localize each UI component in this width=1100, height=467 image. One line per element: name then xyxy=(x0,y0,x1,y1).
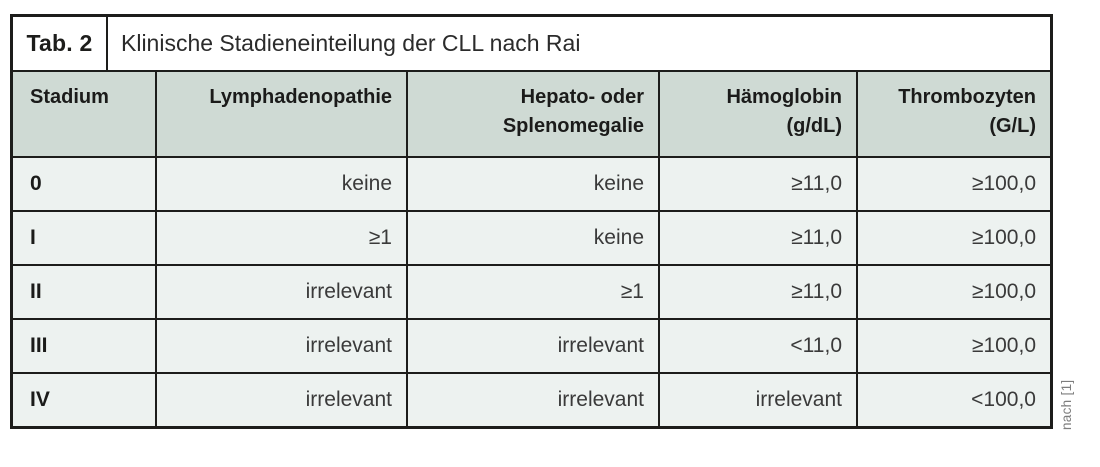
rai-staging-table: Tab. 2 Klinische Stadieneinteilung der C… xyxy=(10,14,1053,429)
cell-thrombozyten: ≥100,0 xyxy=(971,172,1036,195)
header-haemoglobin-line2: (g/dL) xyxy=(786,115,842,137)
cell-lymphadenopathie: keine xyxy=(157,158,408,210)
header-stadium: Stadium xyxy=(13,72,157,156)
table-row-stadium-4: IV irrelevant irrelevant irrelevant <100… xyxy=(13,374,1050,426)
header-hepato-line2: Splenomegalie xyxy=(502,115,644,137)
cell-haemoglobin: irrelevant xyxy=(660,374,858,426)
cell-lymphadenopathie: irrelevant xyxy=(157,266,408,318)
cell-lymphadenopathie: irrelevant xyxy=(157,320,408,372)
table-row-stadium-0: 0 keine keine ≥11,0 ≥100,0 xyxy=(13,158,1050,212)
cell-hepato-splenomegalie: ≥1 xyxy=(408,266,660,318)
cell-stadium: 0 xyxy=(13,158,157,210)
cell-hepato-splenomegalie: irrelevant xyxy=(408,374,660,426)
cell-haemoglobin: ≥11,0 xyxy=(660,266,858,318)
header-hepato-line1: Hepato- oder xyxy=(520,86,644,108)
cell-haemoglobin: ≥11,0 xyxy=(660,212,858,264)
cell-thrombozyten: ≥100,0 xyxy=(971,226,1036,249)
cell-hepato-splenomegalie: keine xyxy=(408,158,660,210)
header-lymphadenopathie: Lymphadenopathie xyxy=(157,72,408,156)
table-row-stadium-1: I ≥1 keine ≥11,0 ≥100,0 xyxy=(13,212,1050,266)
header-thrombozyten: Thrombozyten (G/L) xyxy=(858,72,1050,156)
table-title-bar: Tab. 2 Klinische Stadieneinteilung der C… xyxy=(13,17,1050,72)
cell-stadium: III xyxy=(13,320,157,372)
cell-stadium: IV xyxy=(13,374,157,426)
cell-stadium: II xyxy=(13,266,157,318)
table-header-row: Stadium Lymphadenopathie Hepato- oder Sp… xyxy=(13,72,1050,158)
cell-thrombozyten: ≥100,0 xyxy=(971,334,1036,357)
header-hepato-splenomegalie: Hepato- oder Splenomegalie xyxy=(408,72,660,156)
table-row-stadium-2: II irrelevant ≥1 ≥11,0 ≥100,0 xyxy=(13,266,1050,320)
cell-thrombozyten: ≥100,0 xyxy=(971,280,1036,303)
cell-stadium: I xyxy=(13,212,157,264)
header-haemoglobin: Hämoglobin (g/dL) xyxy=(660,72,858,156)
source-citation-note: nach [1] xyxy=(1059,379,1074,430)
cell-lymphadenopathie: ≥1 xyxy=(157,212,408,264)
header-haemoglobin-line1: Hämoglobin xyxy=(726,86,842,108)
cell-thrombozyten: <100,0 xyxy=(971,388,1036,411)
header-thrombozyten-line1: Thrombozyten xyxy=(898,86,1036,108)
cell-hepato-splenomegalie: irrelevant xyxy=(408,320,660,372)
table-title: Klinische Stadieneinteilung der CLL nach… xyxy=(121,30,581,56)
cell-haemoglobin: <11,0 xyxy=(660,320,858,372)
cell-haemoglobin: ≥11,0 xyxy=(660,158,858,210)
cell-hepato-splenomegalie: keine xyxy=(408,212,660,264)
header-thrombozyten-line2: (G/L) xyxy=(989,115,1036,137)
table-tag-label: Tab. 2 xyxy=(13,17,108,70)
table-row-stadium-3: III irrelevant irrelevant <11,0 ≥100,0 xyxy=(13,320,1050,374)
cell-lymphadenopathie: irrelevant xyxy=(157,374,408,426)
